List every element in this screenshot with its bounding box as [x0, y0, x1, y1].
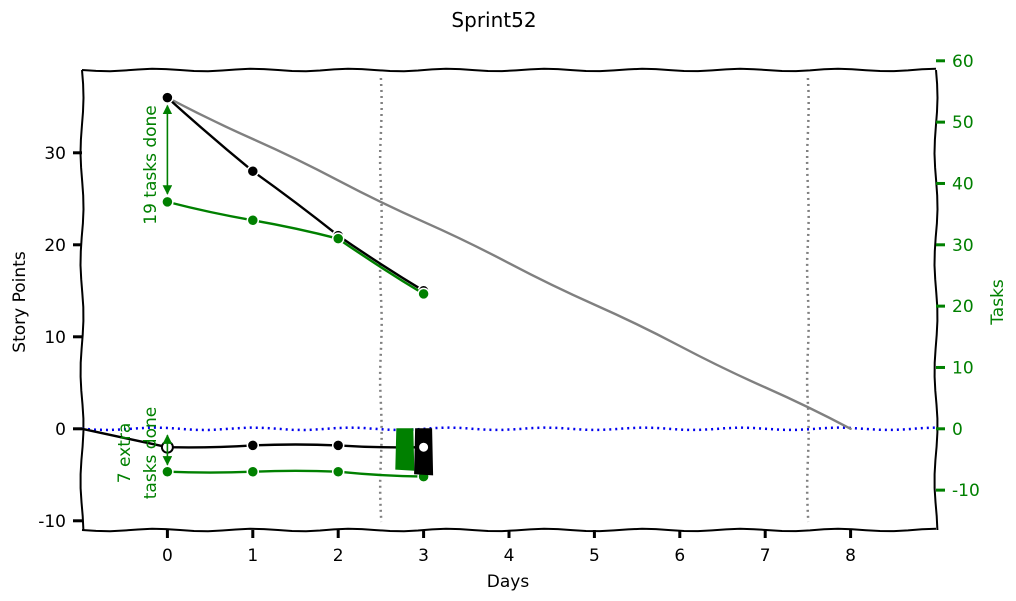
y2-tick-label-4: 30 [952, 236, 974, 256]
tasks-extra-point-2 [331, 465, 345, 478]
tasks-point-0 [161, 195, 174, 209]
x-tick-label-2: 2 [333, 546, 344, 566]
y2-tick-label-5: 40 [952, 174, 974, 194]
annotation-tasks-done: 19 tasks done [141, 105, 161, 225]
chart-title: Sprint52 [451, 8, 536, 32]
sprint-marker-line-0 [378, 77, 383, 523]
x-tick-label-7: 7 [760, 546, 771, 566]
tasks-extra-point-1 [246, 465, 260, 478]
points-extra-point-2 [331, 439, 345, 452]
x-axis-label: Days [487, 572, 530, 592]
x-tick-label-8: 8 [845, 546, 856, 566]
y2-tick-label-1: 0 [952, 420, 963, 440]
tasks-point-1 [246, 214, 260, 227]
x-tick-label-3: 3 [418, 546, 429, 566]
tasks-point-2 [331, 232, 345, 245]
annotation-extra-tasks-line1: 7 extra [115, 423, 135, 484]
y-tick-label-3: 20 [44, 236, 66, 256]
annotation-extra-tasks-line2: tasks done [141, 407, 161, 499]
x-tick-label-6: 6 [674, 546, 685, 566]
series-line-tasks-extra [166, 469, 425, 478]
y-tick-label-1: 0 [55, 420, 66, 440]
plot-frame-top [81, 67, 937, 73]
tasks-point-3 [417, 287, 430, 301]
series-line-points [166, 96, 425, 292]
y2-tick-label-0: -10 [952, 481, 980, 501]
plot-frame-left [79, 69, 85, 531]
extra-bar-0 [395, 428, 415, 471]
y-axis-label: Story Points [10, 251, 30, 353]
y2-tick-label-6: 50 [952, 113, 974, 133]
y-tick-label-4: 30 [44, 144, 66, 164]
x-tick-label-4: 4 [504, 546, 515, 566]
x-tick-label-5: 5 [589, 546, 600, 566]
y2-axis-label: Tasks [988, 279, 1008, 326]
y2-tick-label-7: 60 [952, 52, 974, 72]
x-tick-label-0: 0 [162, 546, 173, 566]
points-point-1 [246, 164, 260, 178]
tasks-extra-point-0 [161, 465, 174, 478]
points-point-0 [161, 91, 174, 104]
series-line-ideal [166, 96, 852, 430]
y-tick-label-0: -10 [38, 512, 66, 532]
y2-tick-label-2: 10 [952, 358, 974, 378]
points-extra-point-end [417, 440, 431, 454]
sprint-marker-line-1 [805, 77, 810, 523]
y-tick-label-2: 10 [44, 328, 66, 348]
plot-frame-right [933, 69, 939, 531]
zero-line [81, 426, 937, 432]
y2-tick-label-3: 20 [952, 297, 974, 317]
series-line-tasks [166, 200, 425, 296]
points-extra-point-1 [246, 439, 260, 452]
x-tick-label-1: 1 [247, 546, 258, 566]
